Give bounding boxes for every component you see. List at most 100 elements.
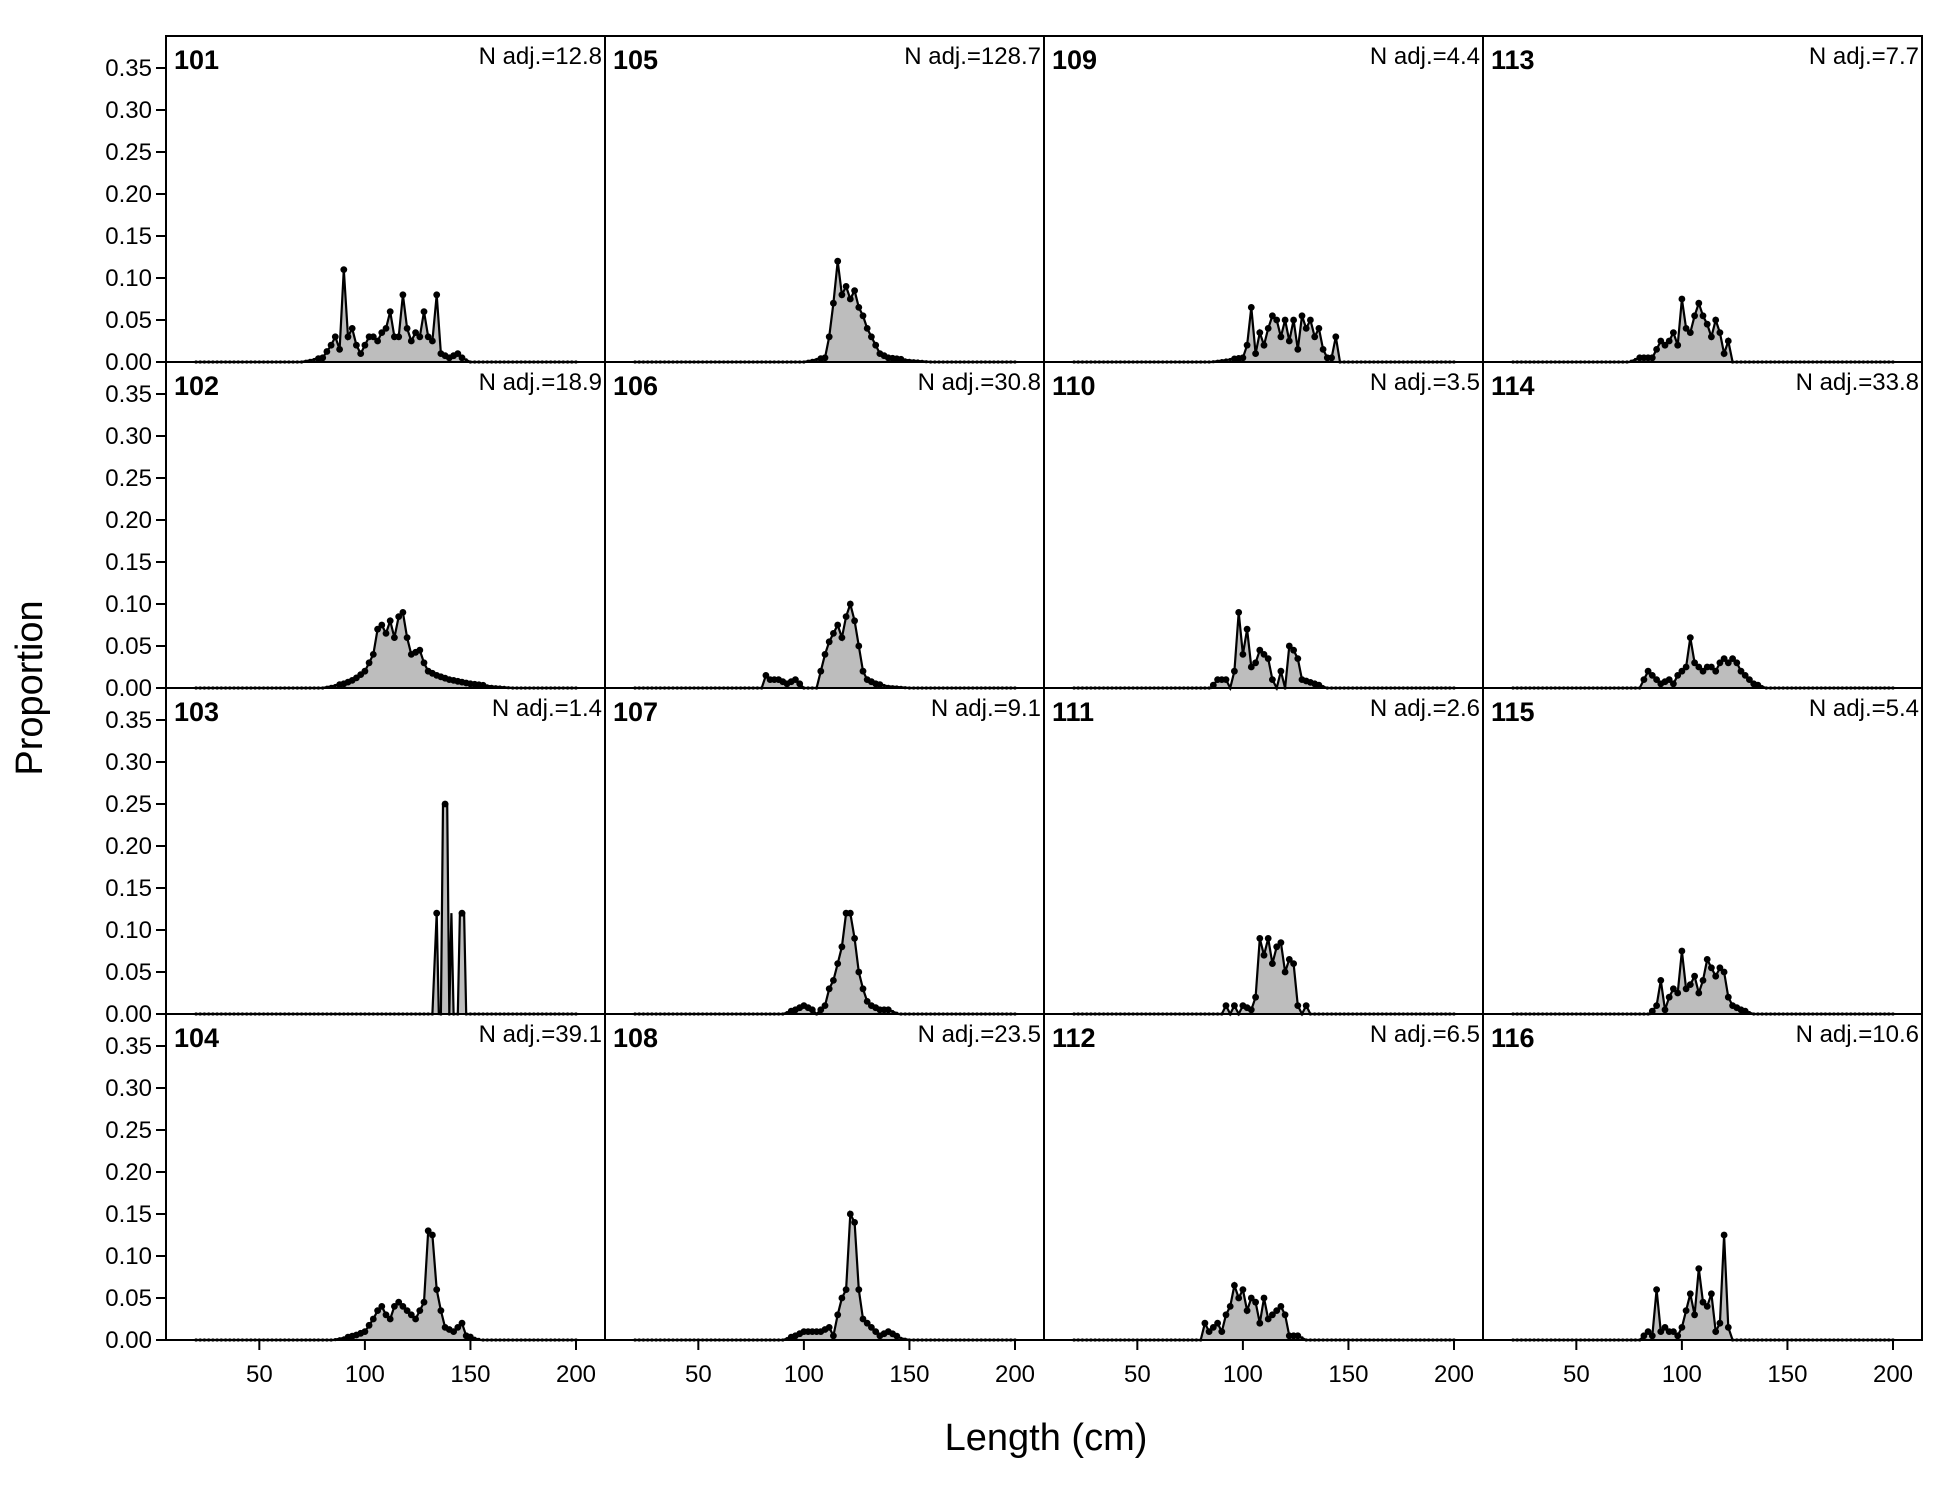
point-115 [1716,964,1724,972]
point-115 [1657,977,1665,984]
point-115 [1674,989,1682,997]
y-tick-label: 0.30 [105,97,152,124]
point-108 [863,1319,871,1327]
panel-label-110: 110 [1052,371,1096,401]
point-109 [1269,312,1276,320]
point-111 [1273,943,1281,951]
point-104 [437,1307,445,1314]
y-tick-label: 0.20 [105,1159,152,1186]
point-107 [863,998,871,1005]
point-116 [1678,1324,1686,1331]
point-114 [1691,659,1698,667]
panel-label-109: 109 [1052,45,1097,75]
point-111 [1222,1002,1230,1009]
point-109 [1281,316,1289,324]
point-114 [1644,667,1652,675]
point-109 [1307,316,1314,324]
point-112 [1252,1298,1259,1306]
point-110 [1209,681,1217,689]
point-107 [855,968,863,976]
point-111 [1277,939,1285,946]
y-tick-label: 0.05 [105,959,152,986]
point-114 [1699,667,1707,675]
point-112 [1235,1294,1243,1302]
point-108 [846,1210,854,1218]
point-112 [1281,1311,1289,1319]
point-112 [1300,1336,1304,1340]
point-108 [834,1311,842,1319]
point-104 [416,1307,424,1314]
point-115 [1708,964,1715,972]
n-adj-109: N adj.=4.4 [1370,43,1480,70]
y-tick-label: 0.00 [105,1327,152,1354]
x-tick-label: 150 [1767,1361,1807,1388]
point-104 [412,1315,419,1323]
n-adj-107: N adj.=9.1 [931,695,1041,722]
point-110 [1247,663,1255,671]
point-108 [851,1219,858,1226]
point-112 [1264,1315,1272,1323]
point-101 [433,291,441,299]
n-adj-105: N adj.=128.7 [904,43,1041,70]
y-tick-label: 0.05 [105,307,152,334]
point-104 [403,1307,411,1314]
point-115 [1695,989,1703,997]
panel-102: 102 N adj.=18.9 [165,361,606,690]
point-101 [344,333,352,341]
point-106 [834,621,842,629]
panel-frame-104 [165,1013,606,1341]
point-105 [825,333,833,341]
point-101 [420,308,428,315]
point-113 [1674,341,1682,349]
point-108 [838,1294,846,1302]
area-106 [635,604,1015,688]
point-109 [1302,325,1310,332]
point-108 [859,1315,867,1323]
y-tick-label: 0.10 [105,265,152,292]
point-104 [454,1324,462,1331]
point-111 [1256,935,1264,942]
point-116 [1720,1231,1728,1239]
point-106 [855,642,863,650]
point-107 [821,1002,829,1009]
point-109 [1290,316,1297,324]
point-104 [399,1303,407,1310]
point-110 [1222,676,1230,683]
line-108 [635,1209,1015,1342]
y-tick-label: 0.30 [105,423,152,450]
point-109 [1243,341,1251,349]
point-112 [1214,1319,1221,1327]
point-101 [340,266,348,273]
point-102 [391,634,398,641]
x-tick-label: 50 [685,1361,712,1388]
x-tick-label: 50 [1124,1361,1151,1388]
point-106 [842,613,850,620]
point-113 [1695,299,1703,307]
point-108 [893,1332,901,1340]
point-115 [1724,993,1732,1001]
area-111 [1074,938,1454,1014]
y-tick-label: 0.05 [105,1285,152,1312]
y-tick-label: 0.20 [105,181,152,208]
panel-frame-101 [165,35,606,363]
point-109 [1260,341,1268,349]
point-112 [1256,1319,1264,1327]
point-114 [1716,659,1724,667]
point-106 [859,667,867,675]
panel-110: 110 N adj.=3.5 [1043,361,1484,692]
point-114 [1724,659,1732,667]
point-104 [450,1328,457,1335]
point-101 [416,333,424,341]
point-116 [1699,1298,1707,1306]
point-110 [1231,667,1238,675]
point-112 [1209,1324,1217,1331]
point-107 [846,909,854,917]
point-107 [830,977,837,984]
panel-106: 106 N adj.=30.8 [604,361,1045,690]
y-axis-label: Proportion [9,600,51,775]
point-114 [1708,663,1715,671]
point-114 [1746,676,1753,683]
point-102 [485,684,489,688]
point-105 [838,291,846,299]
